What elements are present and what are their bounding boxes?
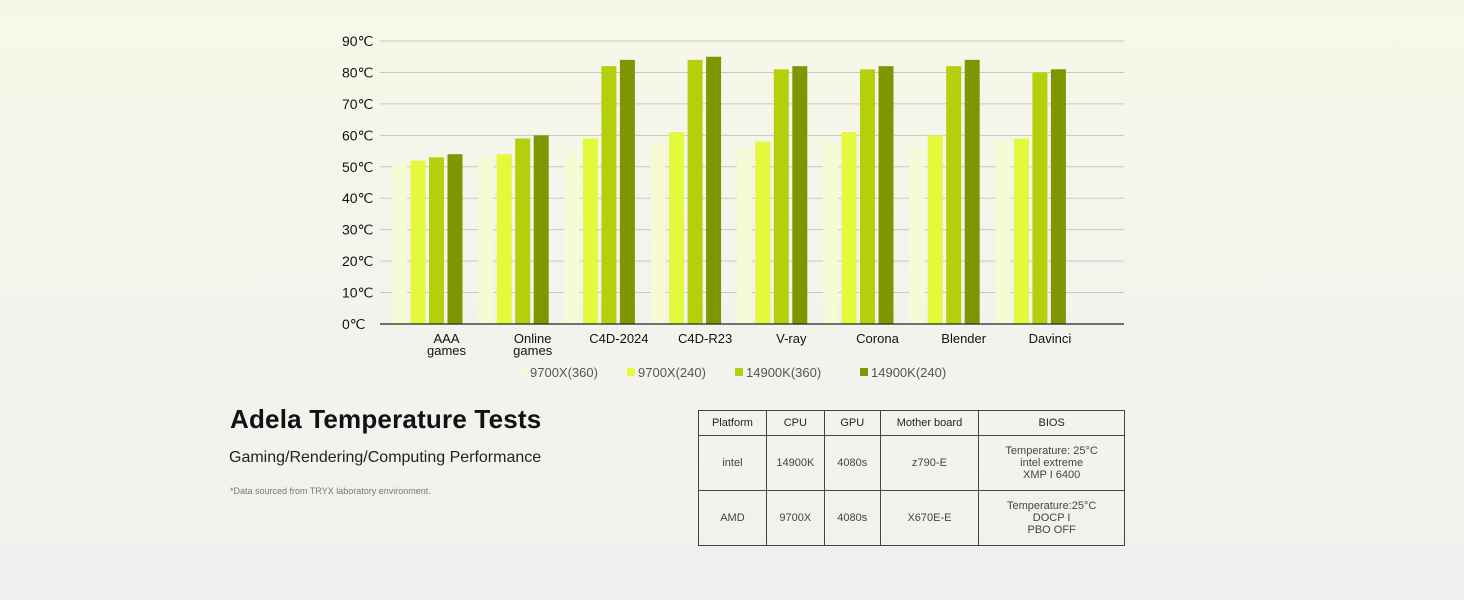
x-tick-label: AAA [433, 331, 459, 346]
y-tick-label: 70℃ [342, 96, 373, 112]
legend-swatch [627, 368, 635, 376]
y-tick-label: 20℃ [342, 253, 373, 269]
data-source-footnote: *Data sourced from TRYX laboratory envir… [230, 486, 431, 496]
bar [478, 157, 494, 324]
bar [447, 154, 463, 324]
x-tick-label: Davinci [1029, 331, 1072, 346]
bar [706, 56, 722, 324]
bar [1032, 72, 1048, 324]
legend-label: 9700X(360) [530, 365, 598, 380]
legend-label: 14900K(240) [871, 365, 946, 380]
bar [669, 132, 685, 324]
cell-platform: AMD [698, 490, 767, 546]
legend-swatch [519, 368, 527, 376]
bar [601, 66, 617, 325]
table-header-row: Platform CPU GPU Mother board BIOS [698, 410, 1125, 436]
bios-line: XMP I 6400 [1023, 469, 1081, 481]
bios-line: intel extreme [1020, 457, 1084, 469]
bar [515, 138, 531, 324]
x-tick-label: C4D-2024 [589, 331, 648, 346]
bar [823, 141, 838, 324]
cell-gpu: 4080s [823, 435, 881, 491]
cell-bios: Temperature: 25°C intel extreme XMP I 64… [978, 435, 1125, 491]
cell-platform: intel [698, 435, 767, 491]
bar [392, 163, 407, 324]
table-row: intel 14900K 4080s z790-E Temperature: 2… [698, 435, 1125, 491]
header-bios: BIOS [978, 410, 1125, 436]
bar [1050, 69, 1066, 324]
cell-motherboard: z790-E [879, 435, 980, 491]
bar [878, 66, 894, 325]
bar [964, 59, 980, 324]
bios-line: DOCP I [1032, 512, 1071, 524]
x-tick-label: games [513, 343, 553, 358]
x-tick-label: V-ray [776, 331, 807, 346]
cell-gpu: 4080s [823, 490, 881, 546]
x-tick-label: Blender [941, 331, 986, 346]
cell-cpu: 9700X [765, 490, 825, 546]
y-tick-label: 10℃ [342, 285, 373, 301]
header-gpu: GPU [823, 410, 881, 436]
header-cpu: CPU [765, 410, 825, 436]
test-platform-table: Platform CPU GPU Mother board BIOS intel… [698, 410, 1125, 546]
cell-bios: Temperature:25°C DOCP I PBO OFF [978, 490, 1125, 546]
cell-motherboard: X670E-E [879, 490, 980, 546]
bar [429, 157, 444, 324]
bar [1013, 138, 1029, 324]
bios-line: PBO OFF [1027, 524, 1076, 536]
bar [410, 160, 426, 324]
bar [755, 141, 771, 324]
bar [650, 144, 666, 324]
header-motherboard: Mother board [879, 410, 980, 436]
y-tick-label: 80℃ [342, 64, 373, 80]
y-tick-label: 40℃ [342, 190, 373, 206]
table-row: AMD 9700X 4080s X670E-E Temperature:25°C… [698, 490, 1125, 546]
cell-cpu: 14900K [765, 435, 825, 491]
bios-line: Temperature:25°C [1006, 500, 1097, 512]
y-tick-label: 90℃ [342, 33, 373, 49]
y-tick-label: 60℃ [342, 127, 373, 143]
y-tick-label: 0℃ [342, 316, 366, 332]
bar [496, 154, 512, 324]
x-tick-label: C4D-R23 [678, 331, 732, 346]
header-platform: Platform [698, 410, 767, 436]
bar [687, 59, 703, 324]
bar [736, 147, 752, 324]
bar [995, 141, 1011, 324]
temperature-bar-chart: 0℃10℃20℃30℃40℃50℃60℃70℃80℃90℃ AAAgamesOn… [342, 33, 1124, 380]
legend-label: 14900K(360) [746, 365, 821, 380]
legend-swatch [735, 368, 743, 376]
bar [841, 132, 857, 324]
bar [792, 66, 808, 325]
bar [909, 147, 925, 324]
y-axis-ticks: 0℃ 10℃ 20℃ 30℃ 40℃ 50℃ 60℃ 70℃ 80℃ 90℃ [342, 33, 373, 332]
chart-bars [392, 56, 1066, 325]
bar [860, 69, 875, 324]
bar [582, 138, 598, 324]
bios-line: Temperature: 25°C [1005, 445, 1098, 457]
page-subtitle: Gaming/Rendering/Computing Performance [229, 449, 542, 466]
chart-legend: 9700X(360) 9700X(240) 14900K(360) 14900K(24… [519, 365, 946, 380]
legend-swatch [860, 368, 868, 376]
bar [533, 135, 549, 324]
bar [773, 69, 789, 324]
x-tick-label: Online [514, 331, 552, 346]
page-title: Adela Temperature Tests [230, 404, 542, 434]
bar [927, 135, 943, 324]
bar [619, 59, 635, 324]
x-tick-label: Corona [856, 331, 899, 346]
x-tick-label: games [427, 343, 467, 358]
bar [564, 151, 580, 324]
y-tick-label: 50℃ [342, 159, 373, 175]
y-tick-label: 30℃ [342, 222, 373, 238]
legend-label: 9700X(240) [638, 365, 706, 380]
bar [946, 66, 962, 325]
